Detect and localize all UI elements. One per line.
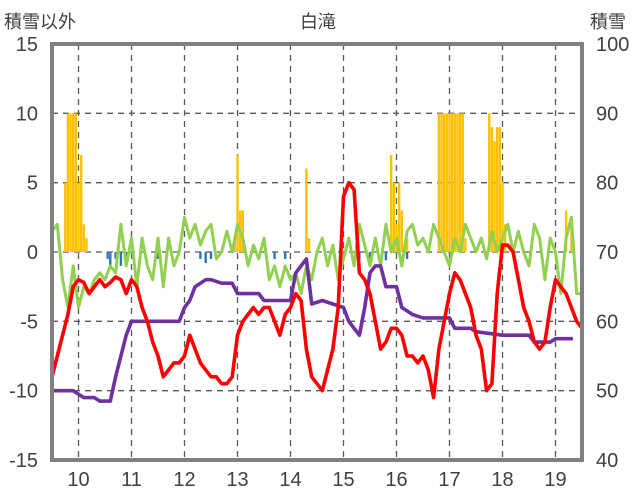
negative-bar — [106, 252, 109, 259]
snow-bar — [82, 224, 85, 252]
x-tick-label: 16 — [385, 469, 407, 491]
snow-bar — [503, 224, 507, 252]
snow-bar — [496, 127, 499, 252]
right-tick-label: 50 — [596, 381, 618, 403]
left-tick-label: 15 — [16, 34, 38, 56]
snowfall-bars — [64, 113, 573, 266]
snow-bar — [397, 182, 401, 252]
snow-bar — [74, 113, 78, 252]
snow-bar — [69, 113, 72, 252]
chart-title: 白滝 — [300, 12, 336, 33]
left-tick-label: 0 — [27, 242, 38, 264]
x-tick-label: 17 — [438, 469, 460, 491]
green-series-line — [50, 215, 584, 309]
left-tick-label: 5 — [27, 173, 38, 195]
snow-bar — [392, 182, 396, 252]
x-tick-label: 14 — [279, 469, 301, 491]
right-y-ticks: 100 90 80 70 60 50 40 — [596, 34, 629, 472]
x-tick-label: 15 — [332, 469, 354, 491]
snow-bar — [77, 182, 80, 252]
snow-bar — [448, 113, 451, 252]
right-tick-label: 40 — [596, 450, 618, 472]
right-tick-label: 100 — [596, 34, 629, 56]
snow-bar — [79, 154, 83, 252]
negative-bar — [273, 252, 276, 259]
snow-bar — [493, 141, 496, 252]
snow-bar — [450, 113, 454, 252]
right-axis-label: 積雪 — [590, 12, 626, 33]
snow-bar — [437, 113, 441, 252]
snow-bar — [390, 154, 393, 252]
snow-bar — [64, 182, 67, 252]
x-tick-label: 18 — [491, 469, 513, 491]
snow-bar — [72, 113, 75, 252]
snow-bar — [490, 127, 494, 252]
snow-bar — [405, 238, 409, 252]
negative-bar — [114, 252, 117, 259]
snow-bar — [305, 168, 308, 252]
left-y-ticks: 15 10 5 0 -5 -10 -15 — [9, 34, 38, 472]
negative-bar — [109, 252, 112, 266]
plot-frame — [50, 42, 584, 462]
snow-bar — [458, 113, 462, 252]
x-tick-label: 12 — [173, 469, 195, 491]
negative-bar — [384, 252, 388, 261]
negative-bar — [284, 252, 287, 259]
snow-bar — [461, 113, 464, 252]
snow-bar — [66, 113, 70, 252]
x-tick-label: 10 — [67, 469, 89, 491]
negative-bar — [156, 252, 160, 259]
left-axis-label: 積雪以外 — [4, 12, 76, 33]
red-series-line — [50, 180, 584, 400]
snow-bar — [443, 113, 446, 252]
snow-bar — [464, 238, 467, 252]
snow-bar — [498, 127, 502, 252]
negative-bar — [209, 252, 213, 259]
negative-bar — [405, 252, 409, 259]
left-tick-label: -15 — [9, 450, 38, 472]
right-tick-label: 80 — [596, 173, 618, 195]
snow-bar — [307, 238, 311, 252]
right-tick-label: 60 — [596, 311, 618, 333]
x-tick-label: 11 — [121, 469, 142, 491]
snow-bar — [445, 113, 449, 252]
snow-bar — [85, 238, 88, 252]
negative-bar — [368, 252, 372, 259]
series-lines — [50, 180, 584, 403]
left-tick-label: -5 — [20, 311, 38, 333]
snow-bar — [501, 182, 504, 252]
negative-bar — [204, 252, 207, 264]
x-ticks: 10 11 12 13 14 15 16 17 18 19 — [67, 469, 566, 491]
snow-bar — [440, 113, 443, 252]
snow-bar — [236, 154, 239, 252]
right-tick-label: 90 — [596, 103, 618, 125]
snow-bar — [564, 210, 568, 252]
x-tick-label: 13 — [226, 469, 248, 491]
snow-bar — [456, 113, 459, 252]
left-tick-label: 10 — [16, 103, 38, 125]
snow-bar — [453, 113, 456, 252]
negative-bar — [119, 252, 123, 266]
left-tick-label: -10 — [9, 381, 38, 403]
snow-bar — [488, 113, 491, 252]
snow-bar — [400, 210, 403, 252]
right-tick-label: 70 — [596, 242, 618, 264]
negative-bar — [199, 252, 202, 259]
x-tick-label: 19 — [544, 469, 566, 491]
snow-bar — [241, 210, 244, 252]
